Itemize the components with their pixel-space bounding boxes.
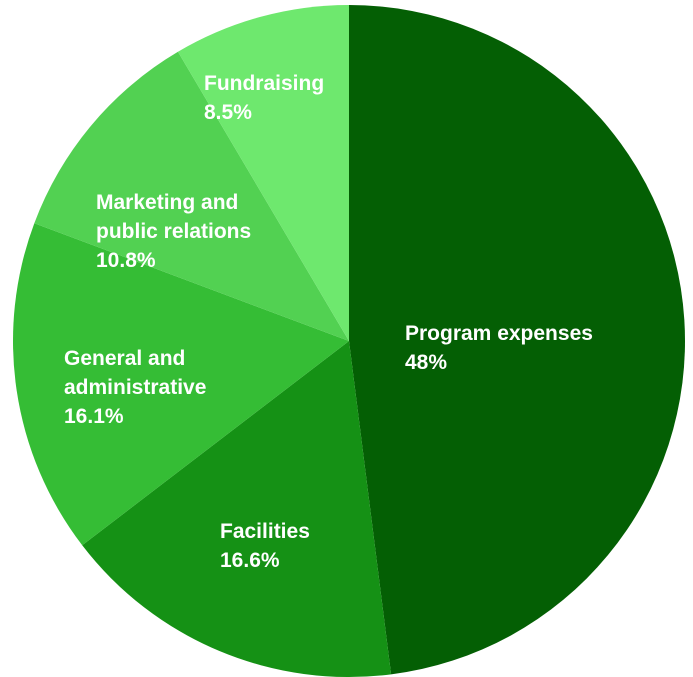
slice-value-general-and-administrative: 16.1% <box>64 405 124 428</box>
labels-layer: Program expenses 48% Facilities 16.6% Genera… <box>64 72 593 572</box>
slice-label-marketing-and-public-relations: Marketing and public relations 10.8% <box>96 191 251 272</box>
slice-name-fundraising: Fundraising <box>204 72 324 95</box>
pie-slice-program-expenses <box>349 5 686 675</box>
slice-label-facilities: Facilities 16.6% <box>220 520 310 572</box>
slice-name-general-and-administrative: administrative <box>64 376 206 399</box>
pie-slice-facilities <box>82 341 392 677</box>
slices-layer <box>12 5 686 677</box>
slice-value-marketing-and-public-relations: 10.8% <box>96 249 156 272</box>
slice-label-general-and-administrative: General and administrative 16.1% <box>64 347 206 428</box>
slice-value-program-expenses: 48% <box>405 351 447 374</box>
pie-slice-marketing-and-public-relations <box>34 51 349 341</box>
slice-name-general-and-administrative: General and <box>64 347 185 370</box>
slice-name-facilities: Facilities <box>220 520 310 543</box>
slice-name-marketing-and-public-relations: public relations <box>96 220 251 243</box>
pie-slice-fundraising <box>177 5 349 341</box>
pie-slice-general-and-administrative <box>12 223 350 546</box>
slice-value-fundraising: 8.5% <box>204 101 252 124</box>
slice-label-fundraising: Fundraising 8.5% <box>204 72 324 124</box>
slice-name-program-expenses: Program expenses <box>405 322 593 345</box>
slice-value-facilities: 16.6% <box>220 549 280 572</box>
slice-label-program-expenses: Program expenses 48% <box>405 322 593 374</box>
slice-name-marketing-and-public-relations: Marketing and <box>96 191 238 214</box>
